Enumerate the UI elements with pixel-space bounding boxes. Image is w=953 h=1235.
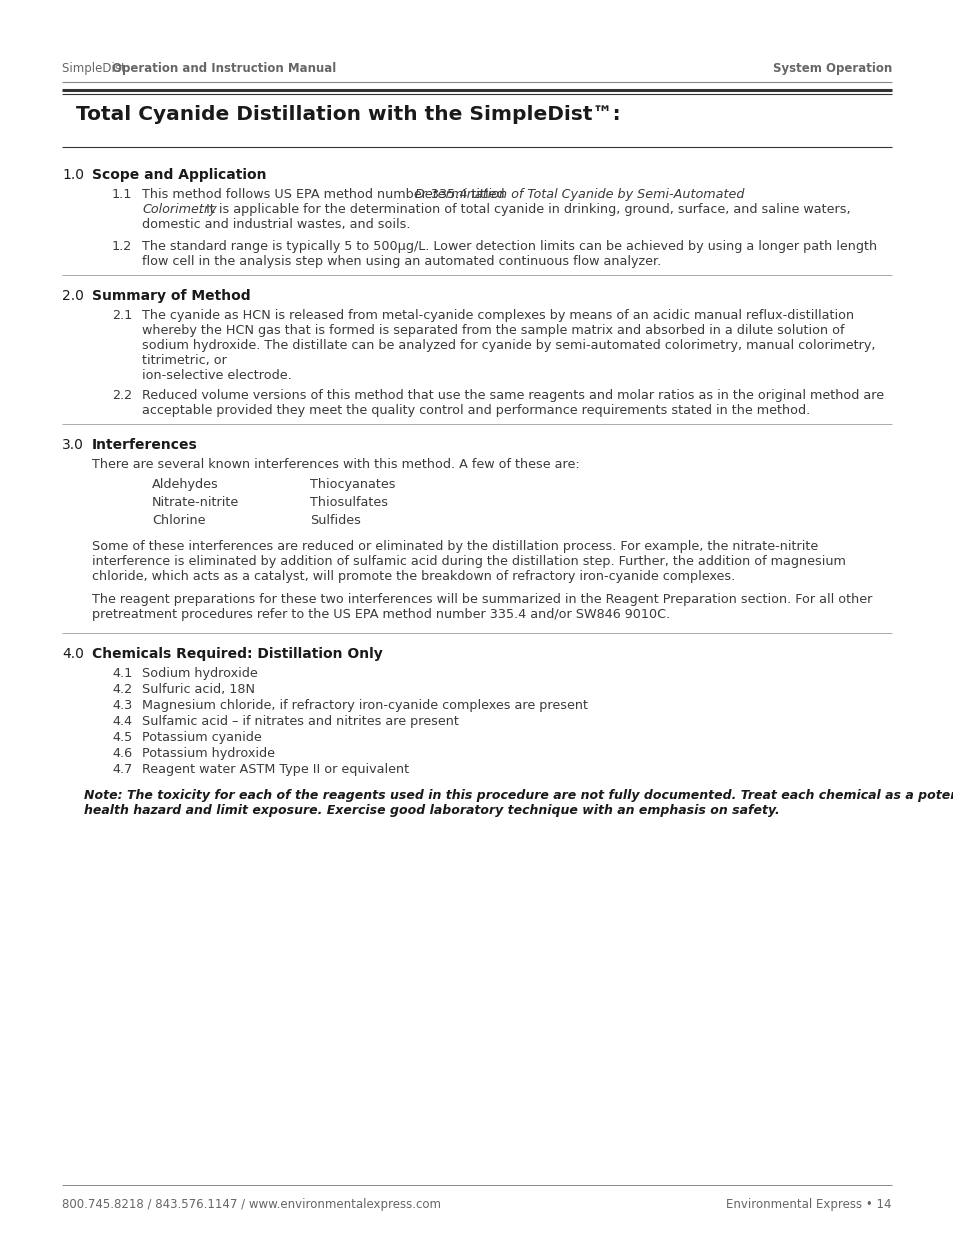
Text: interference is eliminated by addition of sulfamic acid during the distillation : interference is eliminated by addition o… [91, 555, 845, 568]
Text: Sulfamic acid – if nitrates and nitrites are present: Sulfamic acid – if nitrates and nitrites… [142, 715, 458, 727]
Text: sodium hydroxide. The distillate can be analyzed for cyanide by semi-automated c: sodium hydroxide. The distillate can be … [142, 338, 875, 352]
Text: Summary of Method: Summary of Method [91, 289, 251, 303]
Text: Some of these interferences are reduced or eliminated by the distillation proces: Some of these interferences are reduced … [91, 540, 818, 553]
Text: Sulfuric acid, 18N: Sulfuric acid, 18N [142, 683, 254, 697]
Text: 2.0: 2.0 [62, 289, 84, 303]
Text: whereby the HCN gas that is formed is separated from the sample matrix and absor: whereby the HCN gas that is formed is se… [142, 324, 843, 337]
Text: 3.0: 3.0 [62, 438, 84, 452]
Text: Reagent water ASTM Type II or equivalent: Reagent water ASTM Type II or equivalent [142, 763, 409, 776]
Text: The reagent preparations for these two interferences will be summarized in the R: The reagent preparations for these two i… [91, 593, 871, 606]
Text: Environmental Express • 14: Environmental Express • 14 [726, 1198, 891, 1212]
Text: domestic and industrial wastes, and soils.: domestic and industrial wastes, and soil… [142, 219, 410, 231]
Text: Chemicals Required: Distillation Only: Chemicals Required: Distillation Only [91, 647, 382, 661]
Text: Nitrate-nitrite: Nitrate-nitrite [152, 496, 239, 509]
Text: SimpleDist:: SimpleDist: [62, 62, 133, 75]
Text: 4.5: 4.5 [112, 731, 132, 743]
Text: Total Cyanide Distillation with the SimpleDist™:: Total Cyanide Distillation with the Simp… [76, 105, 620, 124]
Text: 4.4: 4.4 [112, 715, 132, 727]
Text: Operation and Instruction Manual: Operation and Instruction Manual [112, 62, 335, 75]
Text: 4.7: 4.7 [112, 763, 132, 776]
Text: Reduced volume versions of this method that use the same reagents and molar rati: Reduced volume versions of this method t… [142, 389, 883, 403]
Text: titrimetric, or: titrimetric, or [142, 354, 227, 367]
Text: Aldehydes: Aldehydes [152, 478, 218, 492]
Text: 4.0: 4.0 [62, 647, 84, 661]
Text: 1.0: 1.0 [62, 168, 84, 182]
Text: Potassium cyanide: Potassium cyanide [142, 731, 261, 743]
Text: System Operation: System Operation [772, 62, 891, 75]
Text: 800.745.8218 / 843.576.1147 / www.environmentalexpress.com: 800.745.8218 / 843.576.1147 / www.enviro… [62, 1198, 440, 1212]
Text: Colorimetry: Colorimetry [142, 203, 216, 216]
Text: health hazard and limit exposure. Exercise good laboratory technique with an emp: health hazard and limit exposure. Exerci… [84, 804, 779, 818]
Text: chloride, which acts as a catalyst, will promote the breakdown of refractory iro: chloride, which acts as a catalyst, will… [91, 571, 735, 583]
Text: This method follows US EPA method number 335.4 titled: This method follows US EPA method number… [142, 188, 508, 201]
Text: Chlorine: Chlorine [152, 514, 205, 527]
Text: Sodium hydroxide: Sodium hydroxide [142, 667, 257, 680]
Text: Interferences: Interferences [91, 438, 197, 452]
Text: Thiosulfates: Thiosulfates [310, 496, 388, 509]
Text: Magnesium chloride, if refractory iron-cyanide complexes are present: Magnesium chloride, if refractory iron-c… [142, 699, 587, 713]
Text: 4.1: 4.1 [112, 667, 132, 680]
Text: 1.1: 1.1 [112, 188, 132, 201]
Text: Scope and Application: Scope and Application [91, 168, 266, 182]
Text: flow cell in the analysis step when using an automated continuous flow analyzer.: flow cell in the analysis step when usin… [142, 254, 660, 268]
Text: The cyanide as HCN is released from metal-cyanide complexes by means of an acidi: The cyanide as HCN is released from meta… [142, 309, 853, 322]
Text: Potassium hydroxide: Potassium hydroxide [142, 747, 274, 760]
Text: 1.2: 1.2 [112, 240, 132, 253]
Text: 4.3: 4.3 [112, 699, 132, 713]
Text: Determination of Total Cyanide by Semi-Automated: Determination of Total Cyanide by Semi-A… [415, 188, 743, 201]
Text: . It is applicable for the determination of total cyanide in drinking, ground, s: . It is applicable for the determination… [197, 203, 849, 216]
Text: 4.2: 4.2 [112, 683, 132, 697]
Text: 4.6: 4.6 [112, 747, 132, 760]
Text: pretreatment procedures refer to the US EPA method number 335.4 and/or SW846 901: pretreatment procedures refer to the US … [91, 608, 670, 621]
Text: Sulfides: Sulfides [310, 514, 360, 527]
Text: 2.1: 2.1 [112, 309, 132, 322]
Text: Note: The toxicity for each of the reagents used in this procedure are not fully: Note: The toxicity for each of the reage… [84, 789, 953, 802]
Text: ion-selective electrode.: ion-selective electrode. [142, 369, 292, 382]
Text: acceptable provided they meet the quality control and performance requirements s: acceptable provided they meet the qualit… [142, 404, 809, 417]
Text: The standard range is typically 5 to 500µg/L. Lower detection limits can be achi: The standard range is typically 5 to 500… [142, 240, 876, 253]
Text: There are several known interferences with this method. A few of these are:: There are several known interferences wi… [91, 458, 579, 471]
Text: 2.2: 2.2 [112, 389, 132, 403]
Text: Thiocyanates: Thiocyanates [310, 478, 395, 492]
